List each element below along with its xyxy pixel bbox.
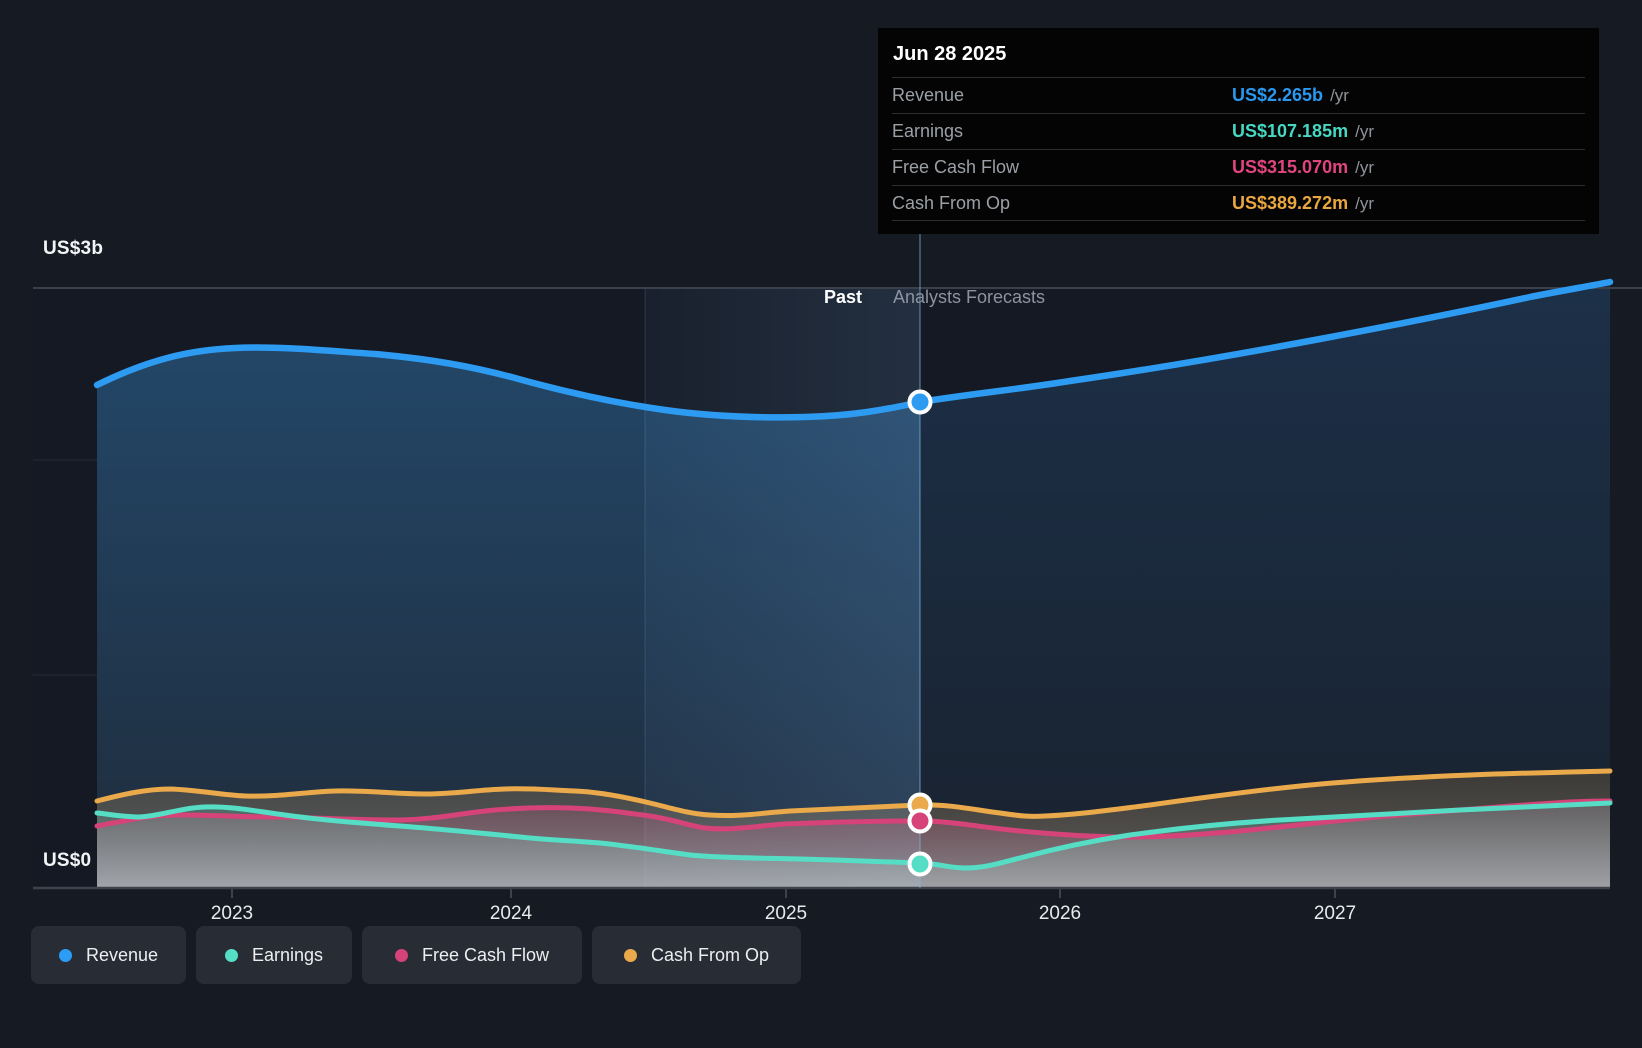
past-label: Past [823, 287, 862, 307]
tooltip-date: Jun 28 2025 [893, 43, 1007, 65]
tooltip-label: Revenue [892, 85, 965, 105]
y-axis-bottom-label: US$0 [43, 850, 92, 871]
x-tick-2025: 2025 [764, 903, 808, 924]
tooltip-unit: /yr [1355, 194, 1374, 213]
tooltip-value: US$389.272m/yr [1232, 193, 1374, 213]
free-cash-flow-marker[interactable] [907, 808, 933, 834]
legend-label: Free Cash Flow [421, 944, 550, 965]
legend-label: Earnings [251, 944, 324, 965]
x-tick-2024: 2024 [489, 903, 533, 924]
tooltip-unit: /yr [1330, 86, 1349, 105]
free-cash-flow-dot-icon [394, 948, 408, 962]
revenue-area-forecast [920, 282, 1610, 888]
legend-chip-revenue[interactable]: Revenue [31, 926, 186, 984]
tooltip-label: Cash From Op [892, 193, 1011, 213]
tooltip-row-cash-from-op: Cash From Op US$389.272m/yr [892, 185, 1585, 221]
legend-chip-earnings[interactable]: Earnings [196, 926, 352, 984]
tooltip-unit: /yr [1355, 122, 1374, 141]
tooltip-value: US$2.265b/yr [1232, 85, 1349, 105]
x-tick-2026: 2026 [1038, 903, 1082, 924]
revenue-line [93, 278, 1614, 421]
x-axis-ticks [231, 888, 1336, 898]
legend-chip-free-cash-flow[interactable]: Free Cash Flow [362, 926, 582, 984]
tooltip-row-revenue: Revenue US$2.265b/yr [892, 77, 1585, 113]
tooltip-row-free-cash-flow: Free Cash Flow US$315.070m/yr [892, 149, 1585, 185]
earnings-line [94, 800, 1613, 871]
tooltip-label: Earnings [892, 121, 964, 141]
revenue-dot-icon [58, 948, 72, 962]
cash-from-op-line [94, 768, 1613, 819]
x-tick-2023: 2023 [210, 903, 254, 924]
tooltip-unit: /yr [1355, 158, 1374, 177]
chart-tooltip: Jun 28 2025 Revenue US$2.265b/yr Earning… [878, 28, 1599, 234]
tooltip-row-earnings: Earnings US$107.185m/yr [892, 113, 1585, 149]
cash-from-op-dot-icon [623, 948, 637, 962]
legend-label: Cash From Op [650, 944, 770, 965]
revenue-marker[interactable] [907, 389, 933, 415]
earnings-marker[interactable] [907, 851, 933, 877]
y-axis-top-label: US$3b [43, 238, 104, 259]
tooltip-value: US$315.070m/yr [1232, 157, 1374, 177]
highlight-band-last-12m [645, 289, 920, 888]
legend-chip-cash-from-op[interactable]: Cash From Op [592, 926, 801, 984]
legend-label: Revenue [85, 944, 159, 965]
tooltip-label: Free Cash Flow [892, 157, 1020, 177]
analysts-forecasts-label: Analysts Forecasts [893, 287, 1046, 307]
tooltip-value: US$107.185m/yr [1232, 121, 1374, 141]
x-tick-2027: 2027 [1313, 903, 1357, 924]
earnings-dot-icon [224, 948, 238, 962]
